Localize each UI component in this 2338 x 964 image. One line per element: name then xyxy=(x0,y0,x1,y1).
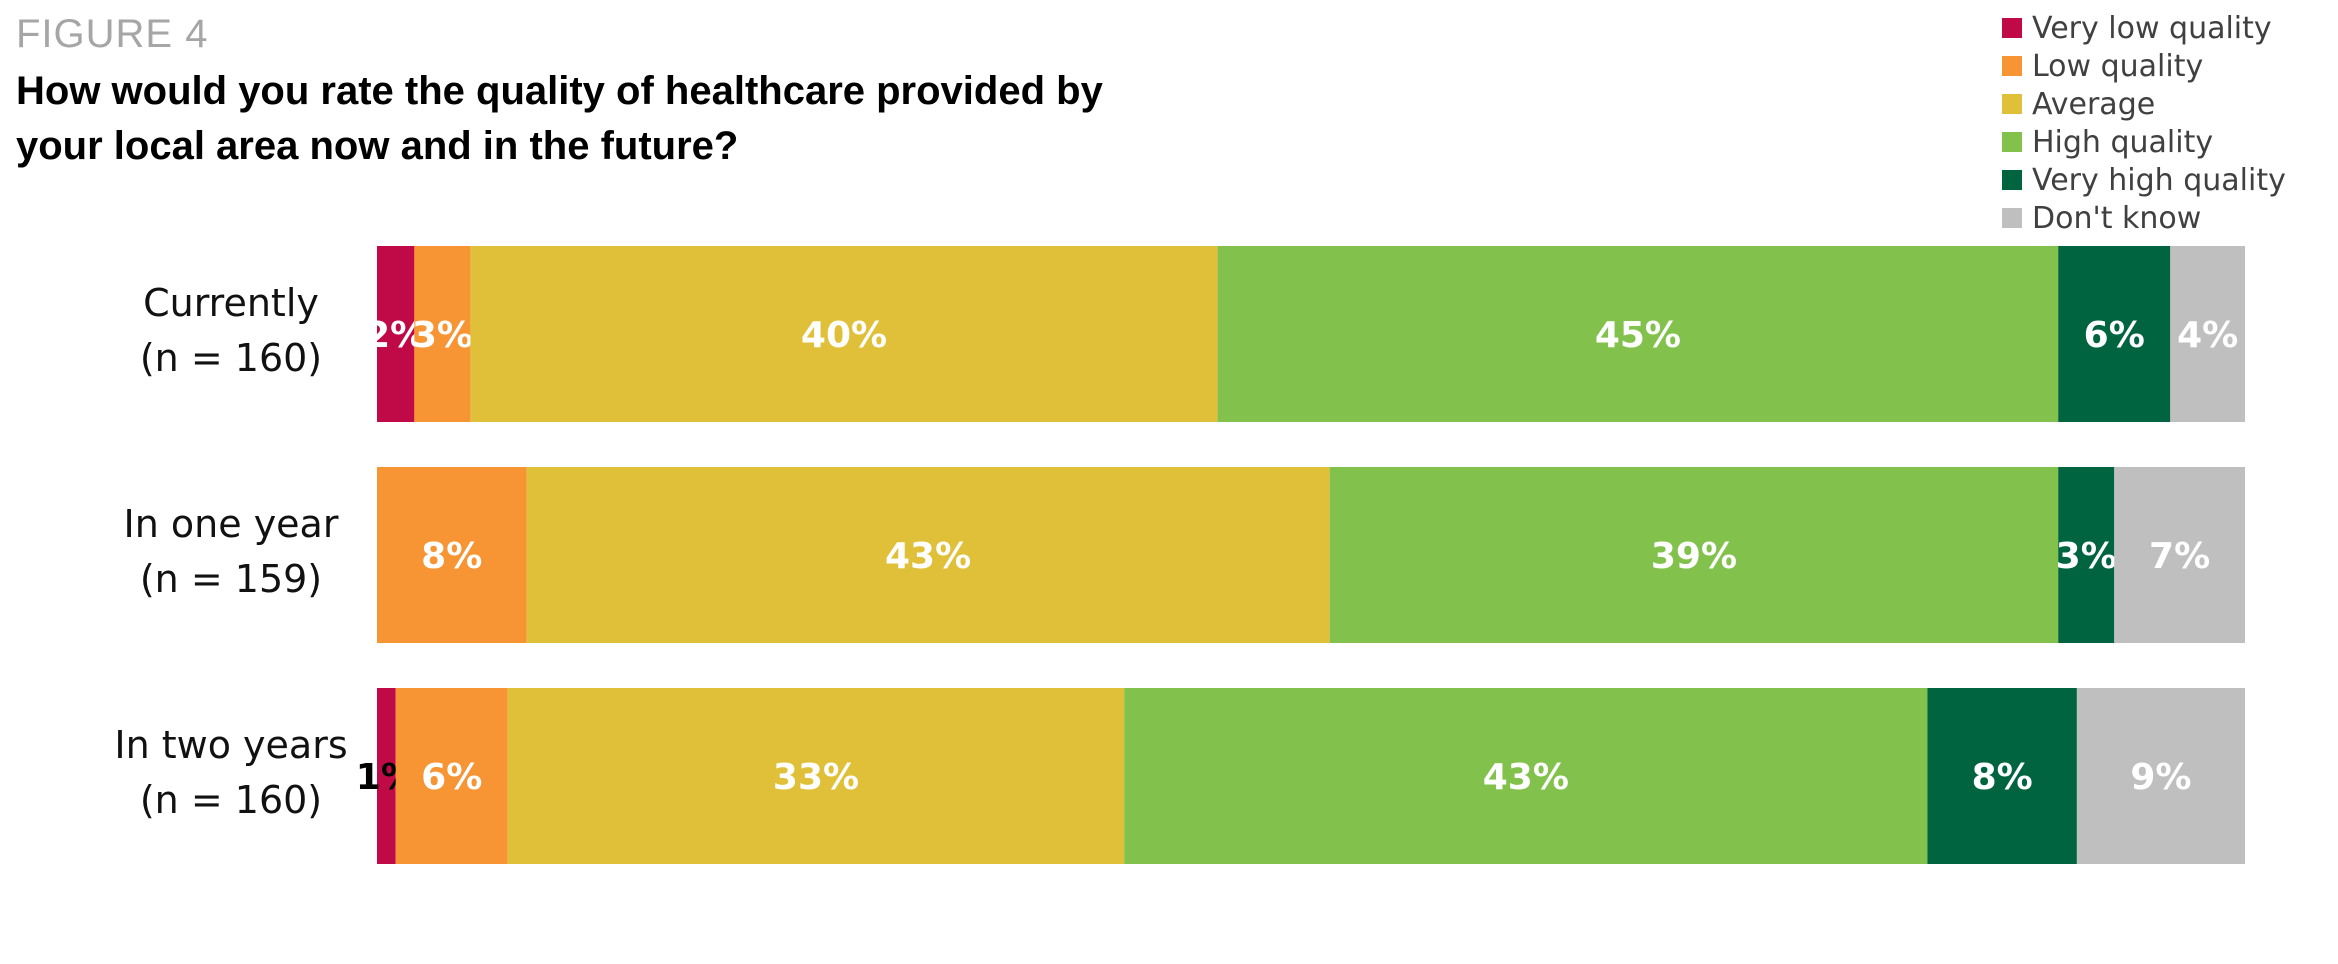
legend-swatch xyxy=(2002,56,2022,76)
legend-label: Very low quality xyxy=(2032,11,2272,46)
legend-swatch xyxy=(2002,18,2022,38)
data-label: 43% xyxy=(885,536,971,577)
data-label: 6% xyxy=(2084,315,2145,356)
category-label-line: (n = 159) xyxy=(140,557,322,601)
category-label: In two years (n = 160) xyxy=(114,723,347,822)
stacked-bar-chart: Very low qualityLow qualityAverageHigh q… xyxy=(0,0,2338,964)
data-label: 43% xyxy=(1483,757,1569,798)
data-label: 8% xyxy=(1972,757,2033,798)
data-label: 4% xyxy=(2177,315,2238,356)
data-label: 8% xyxy=(421,536,482,577)
legend-label: Don't know xyxy=(2032,201,2201,236)
data-label: 3% xyxy=(412,315,473,356)
data-label: 6% xyxy=(421,757,482,798)
category-label-line: In two years xyxy=(114,723,347,767)
legend-swatch xyxy=(2002,208,2022,228)
data-label: 39% xyxy=(1651,536,1737,577)
legend-label: High quality xyxy=(2032,125,2213,160)
legend-label: Average xyxy=(2032,87,2155,122)
category-label: Currently (n = 160) xyxy=(140,281,322,380)
category-label: In one year (n = 159) xyxy=(124,502,339,601)
data-label: 9% xyxy=(2130,757,2191,798)
legend-swatch xyxy=(2002,94,2022,114)
data-label: 40% xyxy=(801,315,887,356)
category-label-line: (n = 160) xyxy=(140,778,322,822)
data-label: 7% xyxy=(2149,536,2210,577)
legend-swatch xyxy=(2002,170,2022,190)
category-label-line: (n = 160) xyxy=(140,336,322,380)
data-label: 3% xyxy=(2056,536,2117,577)
category-label-line: In one year xyxy=(124,502,339,546)
data-label: 45% xyxy=(1595,315,1681,356)
category-labels: Currently (n = 160)In one year (n = 159)In… xyxy=(114,281,347,822)
legend-label: Low quality xyxy=(2032,49,2203,84)
data-label: 33% xyxy=(773,757,859,798)
bars: 2%3% 40% 45% 6% 4%8% 43% 39% 3% 7%1% 6% 33% 43% 8% 9% xyxy=(356,246,2245,864)
category-label-line: Currently xyxy=(143,281,319,325)
legend-swatch xyxy=(2002,132,2022,152)
legend-label: Very high quality xyxy=(2032,163,2286,198)
